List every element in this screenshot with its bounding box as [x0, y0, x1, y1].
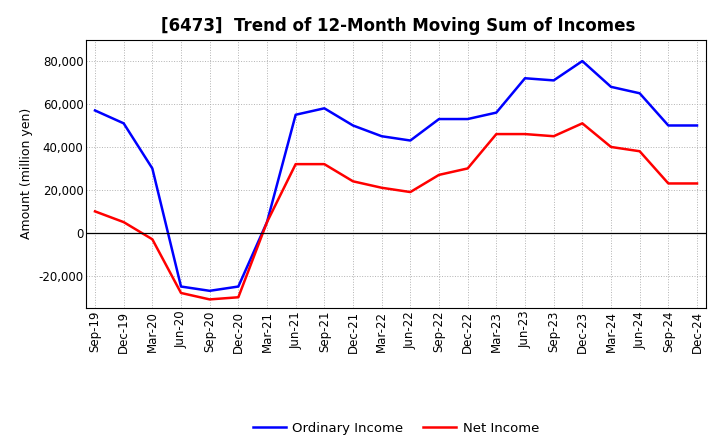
Net Income	[205, 297, 214, 302]
Ordinary Income	[148, 166, 157, 171]
Net Income	[348, 179, 357, 184]
Legend: Ordinary Income, Net Income: Ordinary Income, Net Income	[248, 417, 544, 440]
Net Income	[120, 220, 128, 225]
Net Income	[292, 161, 300, 167]
Net Income	[464, 166, 472, 171]
Line: Net Income: Net Income	[95, 123, 697, 299]
Ordinary Income	[578, 59, 587, 64]
Ordinary Income	[549, 78, 558, 83]
Net Income	[664, 181, 672, 186]
Ordinary Income	[91, 108, 99, 113]
Ordinary Income	[664, 123, 672, 128]
Net Income	[607, 144, 616, 150]
Y-axis label: Amount (million yen): Amount (million yen)	[20, 108, 33, 239]
Net Income	[406, 189, 415, 194]
Ordinary Income	[377, 134, 386, 139]
Text: [6473]  Trend of 12-Month Moving Sum of Incomes: [6473] Trend of 12-Month Moving Sum of I…	[161, 17, 635, 35]
Net Income	[263, 220, 271, 225]
Ordinary Income	[435, 117, 444, 122]
Ordinary Income	[176, 284, 185, 289]
Ordinary Income	[521, 76, 529, 81]
Net Income	[635, 149, 644, 154]
Ordinary Income	[464, 117, 472, 122]
Net Income	[549, 134, 558, 139]
Ordinary Income	[635, 91, 644, 96]
Net Income	[377, 185, 386, 191]
Line: Ordinary Income: Ordinary Income	[95, 61, 697, 291]
Ordinary Income	[607, 84, 616, 89]
Ordinary Income	[406, 138, 415, 143]
Net Income	[521, 132, 529, 137]
Net Income	[693, 181, 701, 186]
Net Income	[176, 290, 185, 296]
Ordinary Income	[492, 110, 500, 115]
Ordinary Income	[234, 284, 243, 289]
Ordinary Income	[205, 288, 214, 293]
Net Income	[234, 295, 243, 300]
Net Income	[492, 132, 500, 137]
Ordinary Income	[292, 112, 300, 117]
Net Income	[578, 121, 587, 126]
Net Income	[148, 237, 157, 242]
Ordinary Income	[320, 106, 328, 111]
Net Income	[320, 161, 328, 167]
Ordinary Income	[348, 123, 357, 128]
Net Income	[91, 209, 99, 214]
Ordinary Income	[693, 123, 701, 128]
Ordinary Income	[120, 121, 128, 126]
Ordinary Income	[263, 220, 271, 225]
Net Income	[435, 172, 444, 177]
